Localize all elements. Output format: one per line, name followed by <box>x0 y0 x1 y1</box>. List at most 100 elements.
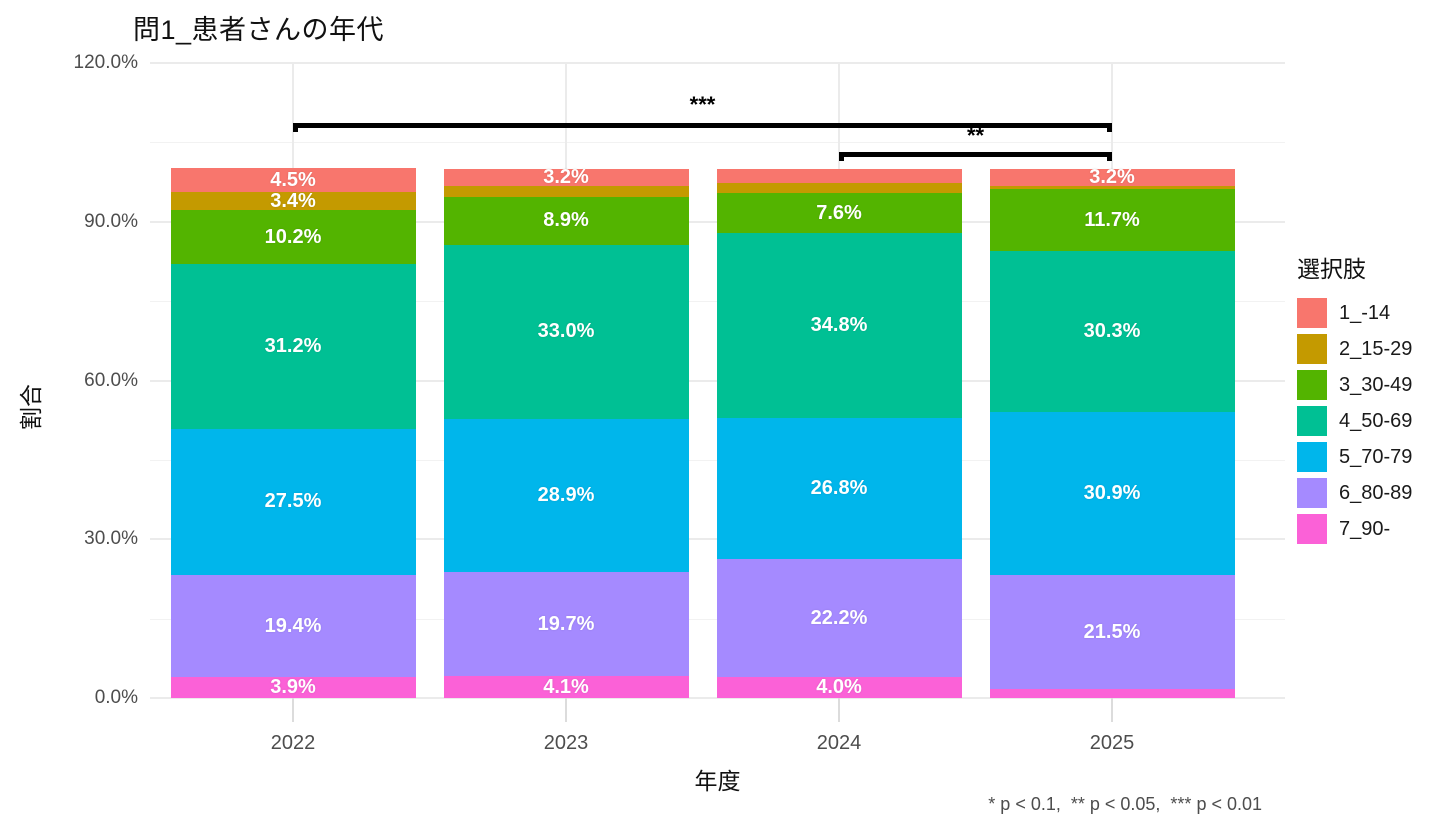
bar-segment: 4.5% <box>170 168 416 193</box>
x-axis-tick <box>1111 698 1113 722</box>
legend-item: 6_80-89 <box>1297 478 1412 508</box>
significance-label: ** <box>966 123 985 148</box>
bar-segment: 28.9% <box>443 419 689 573</box>
y-tick-label: 60.0% <box>84 369 138 391</box>
bar-value-label: 33.0% <box>537 320 595 343</box>
bar-value-label: 21.5% <box>1083 620 1141 643</box>
bar-value-label: 7.6% <box>816 201 862 224</box>
bar-value-label: 3.4% <box>270 189 316 212</box>
legend-label: 1_-14 <box>1339 301 1391 324</box>
legend-key-swatch <box>1297 334 1327 364</box>
bar-segment <box>716 168 962 183</box>
bar-segment: 3.2% <box>443 165 689 188</box>
bar-value-label: 26.8% <box>810 476 868 499</box>
bar-value-label: 11.7% <box>1084 208 1140 231</box>
gridline-horizontal-major <box>150 697 1285 699</box>
bar-segment: 33.0% <box>443 244 689 420</box>
bar-segment: 8.9% <box>443 197 689 245</box>
legend-label: 2_15-29 <box>1339 337 1413 360</box>
legend-key-swatch <box>1297 478 1327 508</box>
bar-segment: 22.2% <box>716 559 962 677</box>
bar-value-label: 28.9% <box>537 484 595 507</box>
bar-value-label: 31.2% <box>264 335 322 358</box>
bar-segment: 3.2% <box>989 165 1235 188</box>
y-axis-title: 割合 <box>18 384 44 430</box>
y-tick-label: 120.0% <box>73 52 138 73</box>
chart-title: 問1_患者さんの年代 <box>133 15 385 45</box>
bar-value-label: 3.2% <box>543 165 589 188</box>
legend-label: 5_70-79 <box>1339 445 1413 468</box>
significance-label: *** <box>689 92 716 117</box>
x-tick-label: 2022 <box>270 732 316 754</box>
legend-items: 1_-14 2_15-29 3_30-49 4_50-69 5_70-79 6_80-89… <box>1297 298 1412 544</box>
x-tick-label: 2025 <box>1089 732 1135 754</box>
bar-segment <box>989 185 1235 190</box>
x-axis-title: 年度 <box>694 768 741 794</box>
legend-key-swatch <box>1297 406 1327 436</box>
bar-value-label: 30.3% <box>1083 320 1141 343</box>
legend-item: 4_50-69 <box>1297 406 1412 436</box>
legend-key-swatch <box>1297 298 1327 328</box>
legend-item: 1_-14 <box>1297 298 1412 328</box>
legend-label: 6_80-89 <box>1339 481 1413 504</box>
legend-item: 7_90- <box>1297 514 1412 544</box>
bar-segment: 30.9% <box>989 411 1235 576</box>
bar-segment: 34.8% <box>716 233 962 418</box>
bar-value-label: 30.9% <box>1083 481 1141 504</box>
legend-key-swatch <box>1297 442 1327 472</box>
bar-segment <box>716 182 962 194</box>
significance-bracket <box>839 152 1112 161</box>
legend: 選択肢 1_-14 2_15-29 3_30-49 4_50-69 5_70-79 6_8… <box>1297 250 1412 550</box>
bar-segment: 27.5% <box>170 429 416 575</box>
bar-segment: 26.8% <box>716 417 962 560</box>
bar-value-label: 3.2% <box>1089 165 1135 188</box>
bar-value-label: 19.4% <box>264 614 322 637</box>
x-tick-label: 2024 <box>816 732 862 754</box>
bar-segment: 3.9% <box>170 676 416 699</box>
bar-value-label: 3.9% <box>270 676 316 699</box>
bar-segment: 21.5% <box>989 575 1235 689</box>
bar-segment: 30.3% <box>989 251 1235 412</box>
legend-label: 3_30-49 <box>1339 373 1413 396</box>
legend-label: 4_50-69 <box>1339 409 1413 432</box>
bar-value-label: 4.0% <box>816 675 862 698</box>
x-tick-label: 2023 <box>543 732 589 754</box>
bar-segment <box>443 185 689 198</box>
bar-segment: 10.2% <box>170 210 416 265</box>
bar-segment: 11.7% <box>989 189 1235 252</box>
bar-segment: 19.4% <box>170 574 416 678</box>
y-tick-label: 0.0% <box>94 687 138 708</box>
bar-value-label: 27.5% <box>264 490 322 513</box>
legend-item: 5_70-79 <box>1297 442 1412 472</box>
legend-item: 2_15-29 <box>1297 334 1412 364</box>
bar-segment: 31.2% <box>170 264 416 430</box>
legend-key-swatch <box>1297 370 1327 400</box>
x-axis-tick <box>838 698 840 722</box>
bar-segment: 4.0% <box>716 675 962 698</box>
legend-title: 選択肢 <box>1297 256 1366 282</box>
bar-value-label: 4.5% <box>270 168 316 191</box>
bar-value-label: 22.2% <box>810 606 868 629</box>
bar-segment <box>989 689 1235 698</box>
significance-footnote: * p < 0.1, ** p < 0.05, *** p < 0.01 <box>988 794 1262 814</box>
bar-value-label: 34.8% <box>810 313 868 336</box>
significance-bracket <box>293 123 1112 132</box>
bar-segment: 3.4% <box>170 189 416 212</box>
bar-value-label: 8.9% <box>543 209 589 232</box>
y-tick-label: 30.0% <box>84 528 138 550</box>
bar-value-label: 19.7% <box>537 612 595 635</box>
bar-segment: 4.1% <box>443 675 689 698</box>
y-tick-label: 90.0% <box>84 210 138 232</box>
bar-value-label: 4.1% <box>543 675 589 698</box>
legend-key-swatch <box>1297 514 1327 544</box>
bar-segment: 19.7% <box>443 572 689 677</box>
bar-value-label: 10.2% <box>264 225 322 248</box>
x-axis-tick <box>292 698 294 722</box>
legend-item: 3_30-49 <box>1297 370 1412 400</box>
x-axis-tick <box>565 698 567 722</box>
legend-label: 7_90- <box>1339 517 1391 540</box>
gridline-horizontal-minor <box>150 142 1285 144</box>
bar-segment: 7.6% <box>716 193 962 234</box>
gridline-horizontal-major <box>150 62 1285 64</box>
